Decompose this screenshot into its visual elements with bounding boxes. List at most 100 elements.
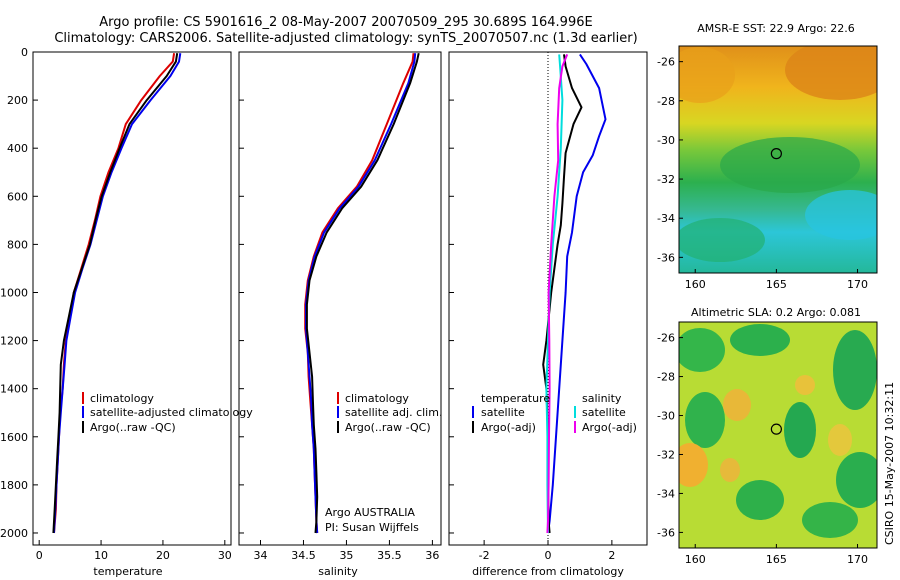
credit-line2: PI: Susan Wijffels	[325, 521, 419, 534]
sla-map-axes: 160 165 170 -26 -28 -30 -32 -34 -36	[657, 332, 868, 566]
map-x-tick-label: 170	[847, 553, 868, 566]
map-y-tick-label: -30	[657, 410, 675, 423]
legend-label-temp-argo: Argo(-adj)	[481, 421, 536, 434]
temperature-series	[52, 53, 182, 534]
y-tick-label: 1200	[0, 335, 28, 348]
sst-map-frame	[678, 45, 878, 274]
legend-label-sal-argo: Argo(-adj)	[582, 421, 637, 434]
legend-label-climatology: climatology	[90, 392, 154, 405]
sst-heatmap	[679, 46, 877, 273]
sla-low-eddy	[685, 392, 725, 448]
sla-high-eddy	[720, 458, 740, 482]
temperature-legend: climatology satellite-adjusted climatolo…	[82, 392, 253, 434]
map-y-tick-label: -26	[657, 56, 675, 69]
sst-cool-patch	[720, 137, 860, 193]
difference-series	[542, 53, 607, 534]
sst-map-panel: AMSR-E SST: 22.9 Argo: 22.6 160 165 170 -26…	[657, 22, 878, 291]
figure-title-line2: Climatology: CARS2006. Satellite-adjuste…	[54, 31, 637, 46]
x-tick-label: 36	[425, 549, 439, 562]
sla-high-eddy	[828, 424, 852, 456]
sst-warm-patch	[785, 46, 877, 100]
y-tick-label: 400	[7, 142, 28, 155]
sla-low-eddy	[836, 452, 877, 508]
series-line-salinity-argo-adj-	[546, 54, 569, 534]
map-y-tick-label: -36	[657, 526, 675, 539]
temperature-axis-label: temperature	[93, 565, 162, 578]
x-tick-label: 35	[339, 549, 353, 562]
legend-label-argo: Argo(..raw -QC)	[345, 421, 431, 434]
series-line-salinity-satellite	[545, 54, 564, 534]
series-line-climatology	[304, 53, 415, 534]
side-timestamp: CSIRO 15-May-2007 10:32:11	[883, 382, 896, 545]
x-tick-label: 0	[545, 549, 552, 562]
y-tick-label: 2000	[0, 527, 28, 540]
series-line-argo-raw-qc-	[52, 53, 179, 534]
sst-cold-patch	[679, 218, 765, 262]
argo-float-marker	[770, 423, 782, 435]
sla-map-panel: Altimetric SLA: 0.2 Argo: 0.081 160 165 17…	[657, 306, 878, 566]
sst-argo-position	[770, 148, 782, 160]
sla-low-eddy	[784, 402, 816, 458]
legend-group-temperature: temperature	[481, 392, 550, 405]
x-tick-label: 30	[218, 549, 232, 562]
y-tick-label: 1000	[0, 286, 28, 299]
x-tick-label: 10	[94, 549, 108, 562]
sla-argo-position	[770, 423, 782, 435]
sla-high-eddy	[795, 375, 815, 395]
sla-high-eddy	[723, 389, 751, 421]
sst-map-title: AMSR-E SST: 22.9 Argo: 22.6	[697, 22, 855, 35]
y-tick-label: 800	[7, 238, 28, 251]
x-tick-label: 34	[253, 549, 267, 562]
argo-float-marker	[770, 148, 782, 160]
salinity-axis-label: salinity	[318, 565, 358, 578]
legend-label-satellite-adjusted: satellite adj. clim.	[345, 406, 442, 419]
y-tick-label: 0	[21, 46, 28, 59]
series-line-temperature-satellite	[547, 53, 607, 534]
x-tick-label: 20	[156, 549, 170, 562]
sla-low-eddy	[730, 324, 790, 356]
x-tick-label: -2	[479, 549, 490, 562]
sla-map-frame	[678, 321, 878, 549]
sst-map-axes: 160 165 170 -26 -28 -30 -32 -34 -36	[657, 56, 868, 291]
map-y-tick-label: -32	[657, 173, 675, 186]
salinity-panel: 34 34.5 35 35.5 36 climatology satellite adj…	[238, 51, 442, 578]
y-tick-label: 1400	[0, 383, 28, 396]
map-x-tick-label: 165	[766, 553, 787, 566]
temperature-axes: 0 10 20 30 0 200 400 600 800 1000 1200 1400 1600 1800…	[0, 46, 232, 562]
x-tick-label: 35.5	[377, 549, 402, 562]
legend-label-temp-satellite: satellite	[481, 406, 525, 419]
map-x-tick-label: 160	[685, 278, 706, 291]
sla-low-eddy	[833, 330, 877, 410]
legend-label-sal-satellite: satellite	[582, 406, 626, 419]
y-tick-label: 1600	[0, 431, 28, 444]
x-tick-label: 0	[36, 549, 43, 562]
salinity-axes: 34 34.5 35 35.5 36	[239, 51, 439, 562]
x-tick-label: 2	[608, 549, 615, 562]
y-tick-label: 600	[7, 190, 28, 203]
credit-line1: Argo AUSTRALIA	[325, 506, 415, 519]
map-x-tick-label: 160	[685, 553, 706, 566]
map-y-tick-label: -28	[657, 371, 675, 384]
legend-label-satellite-adjusted: satellite-adjusted climatology	[90, 406, 253, 419]
sst-cold-patch	[805, 190, 877, 240]
map-y-tick-label: -34	[657, 212, 675, 225]
figure-title-line1: Argo profile: CS 5901616_2 08-May-2007 2…	[99, 15, 592, 30]
legend-label-argo: Argo(..raw -QC)	[90, 421, 176, 434]
map-y-tick-label: -26	[657, 332, 675, 345]
map-y-tick-label: -28	[657, 95, 675, 108]
map-y-tick-label: -34	[657, 487, 675, 500]
map-x-tick-label: 165	[766, 278, 787, 291]
y-tick-label: 1800	[0, 479, 28, 492]
series-line-climatology	[53, 53, 176, 534]
series-line-satellite-adj-clim-	[305, 53, 417, 534]
sst-warm-patch	[679, 47, 735, 103]
map-y-tick-label: -36	[657, 251, 675, 264]
map-y-tick-label: -32	[657, 448, 675, 461]
legend-group-salinity: salinity	[582, 392, 622, 405]
temperature-plot-frame	[32, 51, 232, 546]
temperature-panel: 0 10 20 30 0 200 400 600 800 1000 1200 1400 1600 1800…	[0, 46, 253, 578]
salinity-legend: climatology satellite adj. clim. Argo(..…	[337, 392, 442, 434]
legend-label-climatology: climatology	[345, 392, 409, 405]
sla-low-eddy	[679, 328, 725, 372]
